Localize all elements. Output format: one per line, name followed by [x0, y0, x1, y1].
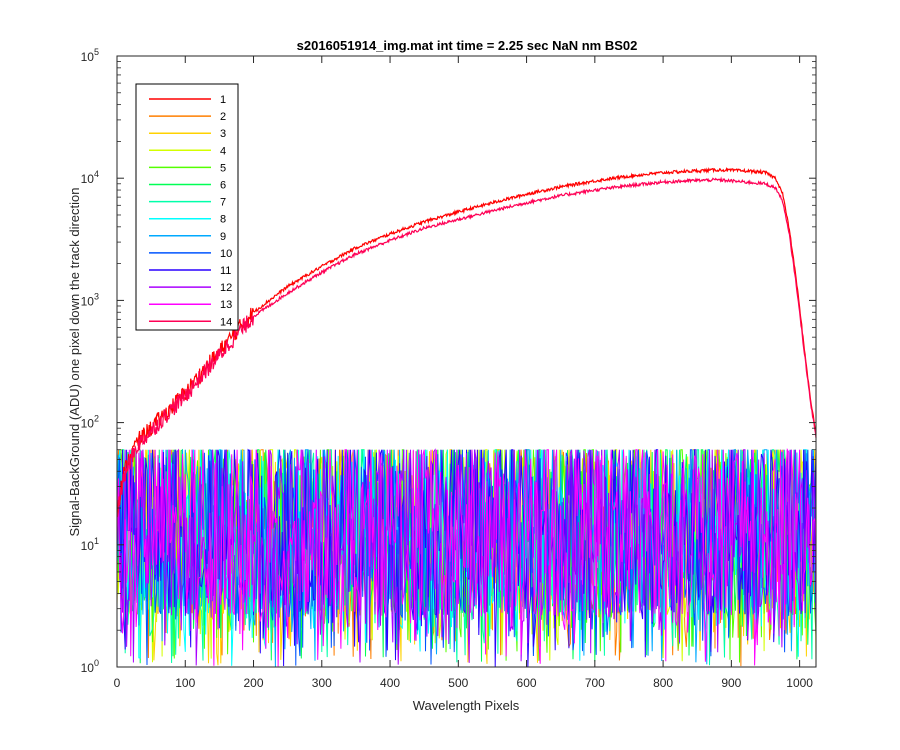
y-tick-exponent: 0	[94, 658, 99, 668]
legend-label-10: 10	[220, 248, 232, 260]
x-tick-label: 500	[448, 676, 468, 690]
x-axis-title: Wavelength Pixels	[413, 698, 520, 713]
legend-label-12: 12	[220, 282, 232, 294]
x-tick-label: 600	[517, 676, 537, 690]
y-tick-base: 10	[81, 661, 95, 675]
series-line-12	[116, 448, 817, 666]
series-line-13	[116, 448, 817, 667]
y-tick-exponent: 2	[94, 414, 99, 424]
y-tick-base: 10	[81, 417, 95, 431]
y-tick-base: 10	[81, 294, 95, 308]
series-line-11	[116, 448, 817, 667]
series-line-14	[116, 176, 817, 518]
y-tick-exponent: 4	[94, 169, 99, 179]
x-tick-label: 700	[585, 676, 605, 690]
y-axis-title: Signal-BackGround (ADU) one pixel down t…	[67, 187, 82, 536]
legend-label-8: 8	[220, 214, 226, 226]
x-tick-label: 400	[380, 676, 400, 690]
y-tick-label: 100	[81, 658, 99, 675]
y-tick-base: 10	[81, 50, 95, 64]
y-tick-base: 10	[81, 539, 95, 553]
y-tick-label: 104	[81, 169, 99, 186]
y-tick-exponent: 3	[94, 291, 99, 301]
x-tick-label: 100	[175, 676, 195, 690]
legend-label-5: 5	[220, 162, 226, 174]
legend-label-11: 11	[220, 265, 231, 277]
legend-label-1: 1	[220, 94, 226, 106]
y-tick-label: 101	[81, 536, 99, 553]
plot-box	[116, 55, 817, 668]
legend-label-13: 13	[220, 299, 232, 311]
legend-label-2: 2	[220, 111, 226, 123]
legend-label-4: 4	[220, 145, 226, 157]
x-tick-label: 1000	[786, 676, 813, 690]
series-line-1	[116, 166, 817, 514]
x-tick-label: 200	[244, 676, 264, 690]
x-tick-label: 900	[721, 676, 741, 690]
series-layer	[116, 166, 817, 667]
y-tick-exponent: 1	[94, 536, 99, 546]
legend-box	[135, 83, 239, 331]
y-tick-label: 103	[81, 291, 99, 308]
legend-label-6: 6	[220, 180, 226, 192]
legend-label-14: 14	[220, 316, 232, 328]
y-tick-base: 10	[81, 172, 95, 186]
y-tick-label: 102	[81, 414, 99, 431]
x-tick-label: 0	[114, 676, 121, 690]
legend-label-7: 7	[220, 197, 226, 209]
legend-label-9: 9	[220, 231, 226, 243]
legend-label-3: 3	[220, 128, 226, 140]
chart-title: s2016051914_img.mat int time = 2.25 sec …	[297, 38, 638, 53]
x-tick-label: 800	[653, 676, 673, 690]
x-tick-label: 300	[312, 676, 332, 690]
y-tick-label: 105	[81, 47, 99, 64]
y-tick-exponent: 5	[94, 47, 99, 57]
tick-layer: 0 100 200 300 400 500 600 700 800 900 100010010110…	[81, 47, 816, 690]
